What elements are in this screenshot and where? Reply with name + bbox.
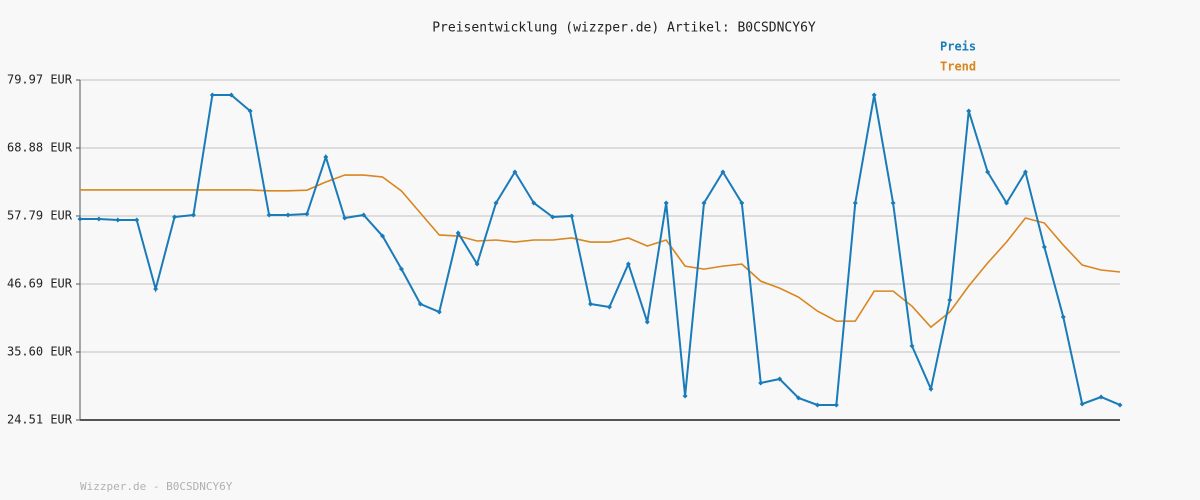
point-marker (380, 233, 386, 239)
point-marker (77, 216, 83, 222)
point-marker (663, 200, 669, 206)
point-marker (852, 200, 858, 206)
point-marker (304, 211, 310, 217)
point-marker (890, 200, 896, 206)
point-marker (1022, 169, 1028, 175)
point-marker (947, 297, 953, 303)
point-marker (833, 402, 839, 408)
y-tick-label: 57.79 EUR (7, 208, 73, 222)
y-tick-label: 35.60 EUR (7, 345, 73, 359)
point-marker (588, 301, 594, 307)
point-marker (531, 200, 537, 206)
point-marker (625, 261, 631, 267)
point-marker (493, 200, 499, 206)
point-marker (1079, 401, 1085, 407)
point-marker (569, 213, 575, 219)
point-marker (190, 212, 196, 218)
point-marker (739, 200, 745, 206)
legend-entry: Trend (940, 60, 976, 74)
point-marker (247, 108, 253, 114)
point-marker (777, 376, 783, 382)
point-marker (720, 169, 726, 175)
point-marker (96, 216, 102, 222)
point-marker (909, 343, 915, 349)
point-marker (361, 212, 367, 218)
chart-title: Preisentwicklung (wizzper.de) Artikel: B… (432, 21, 816, 36)
point-marker (701, 200, 707, 206)
point-marker (455, 230, 461, 236)
y-tick-label: 46.69 EUR (7, 277, 73, 291)
point-marker (1060, 314, 1066, 320)
point-marker (512, 169, 518, 175)
point-marker (398, 266, 404, 272)
point-marker (814, 402, 820, 408)
point-marker (172, 214, 178, 220)
point-marker (796, 395, 802, 401)
point-marker (342, 215, 348, 221)
y-tick-label: 24.51 EUR (7, 413, 73, 427)
point-marker (871, 92, 877, 98)
point-marker (228, 92, 234, 98)
point-marker (323, 154, 329, 160)
point-marker (550, 214, 556, 220)
legend-entry: Preis (940, 40, 976, 54)
point-marker (266, 212, 272, 218)
series-line (80, 94, 1121, 406)
point-marker (985, 169, 991, 175)
point-marker (758, 380, 764, 386)
point-marker (153, 286, 159, 292)
point-marker (209, 92, 215, 98)
point-marker (644, 319, 650, 325)
y-tick-label: 79.97 EUR (7, 73, 73, 87)
point-marker (682, 393, 688, 399)
point-marker (1098, 394, 1104, 400)
point-marker (1004, 200, 1010, 206)
y-tick-label: 68.88 EUR (7, 140, 73, 154)
point-marker (966, 108, 972, 114)
point-marker (285, 212, 291, 218)
point-marker (417, 301, 423, 307)
point-marker (606, 304, 612, 310)
point-marker (474, 261, 480, 267)
point-marker (1041, 244, 1047, 250)
point-marker (134, 217, 140, 223)
point-marker (928, 386, 934, 392)
point-marker (115, 217, 121, 223)
point-marker (436, 309, 442, 315)
footer: Wizzper.de - B0CSDNCY6Y (80, 480, 233, 493)
point-marker (1117, 402, 1123, 408)
